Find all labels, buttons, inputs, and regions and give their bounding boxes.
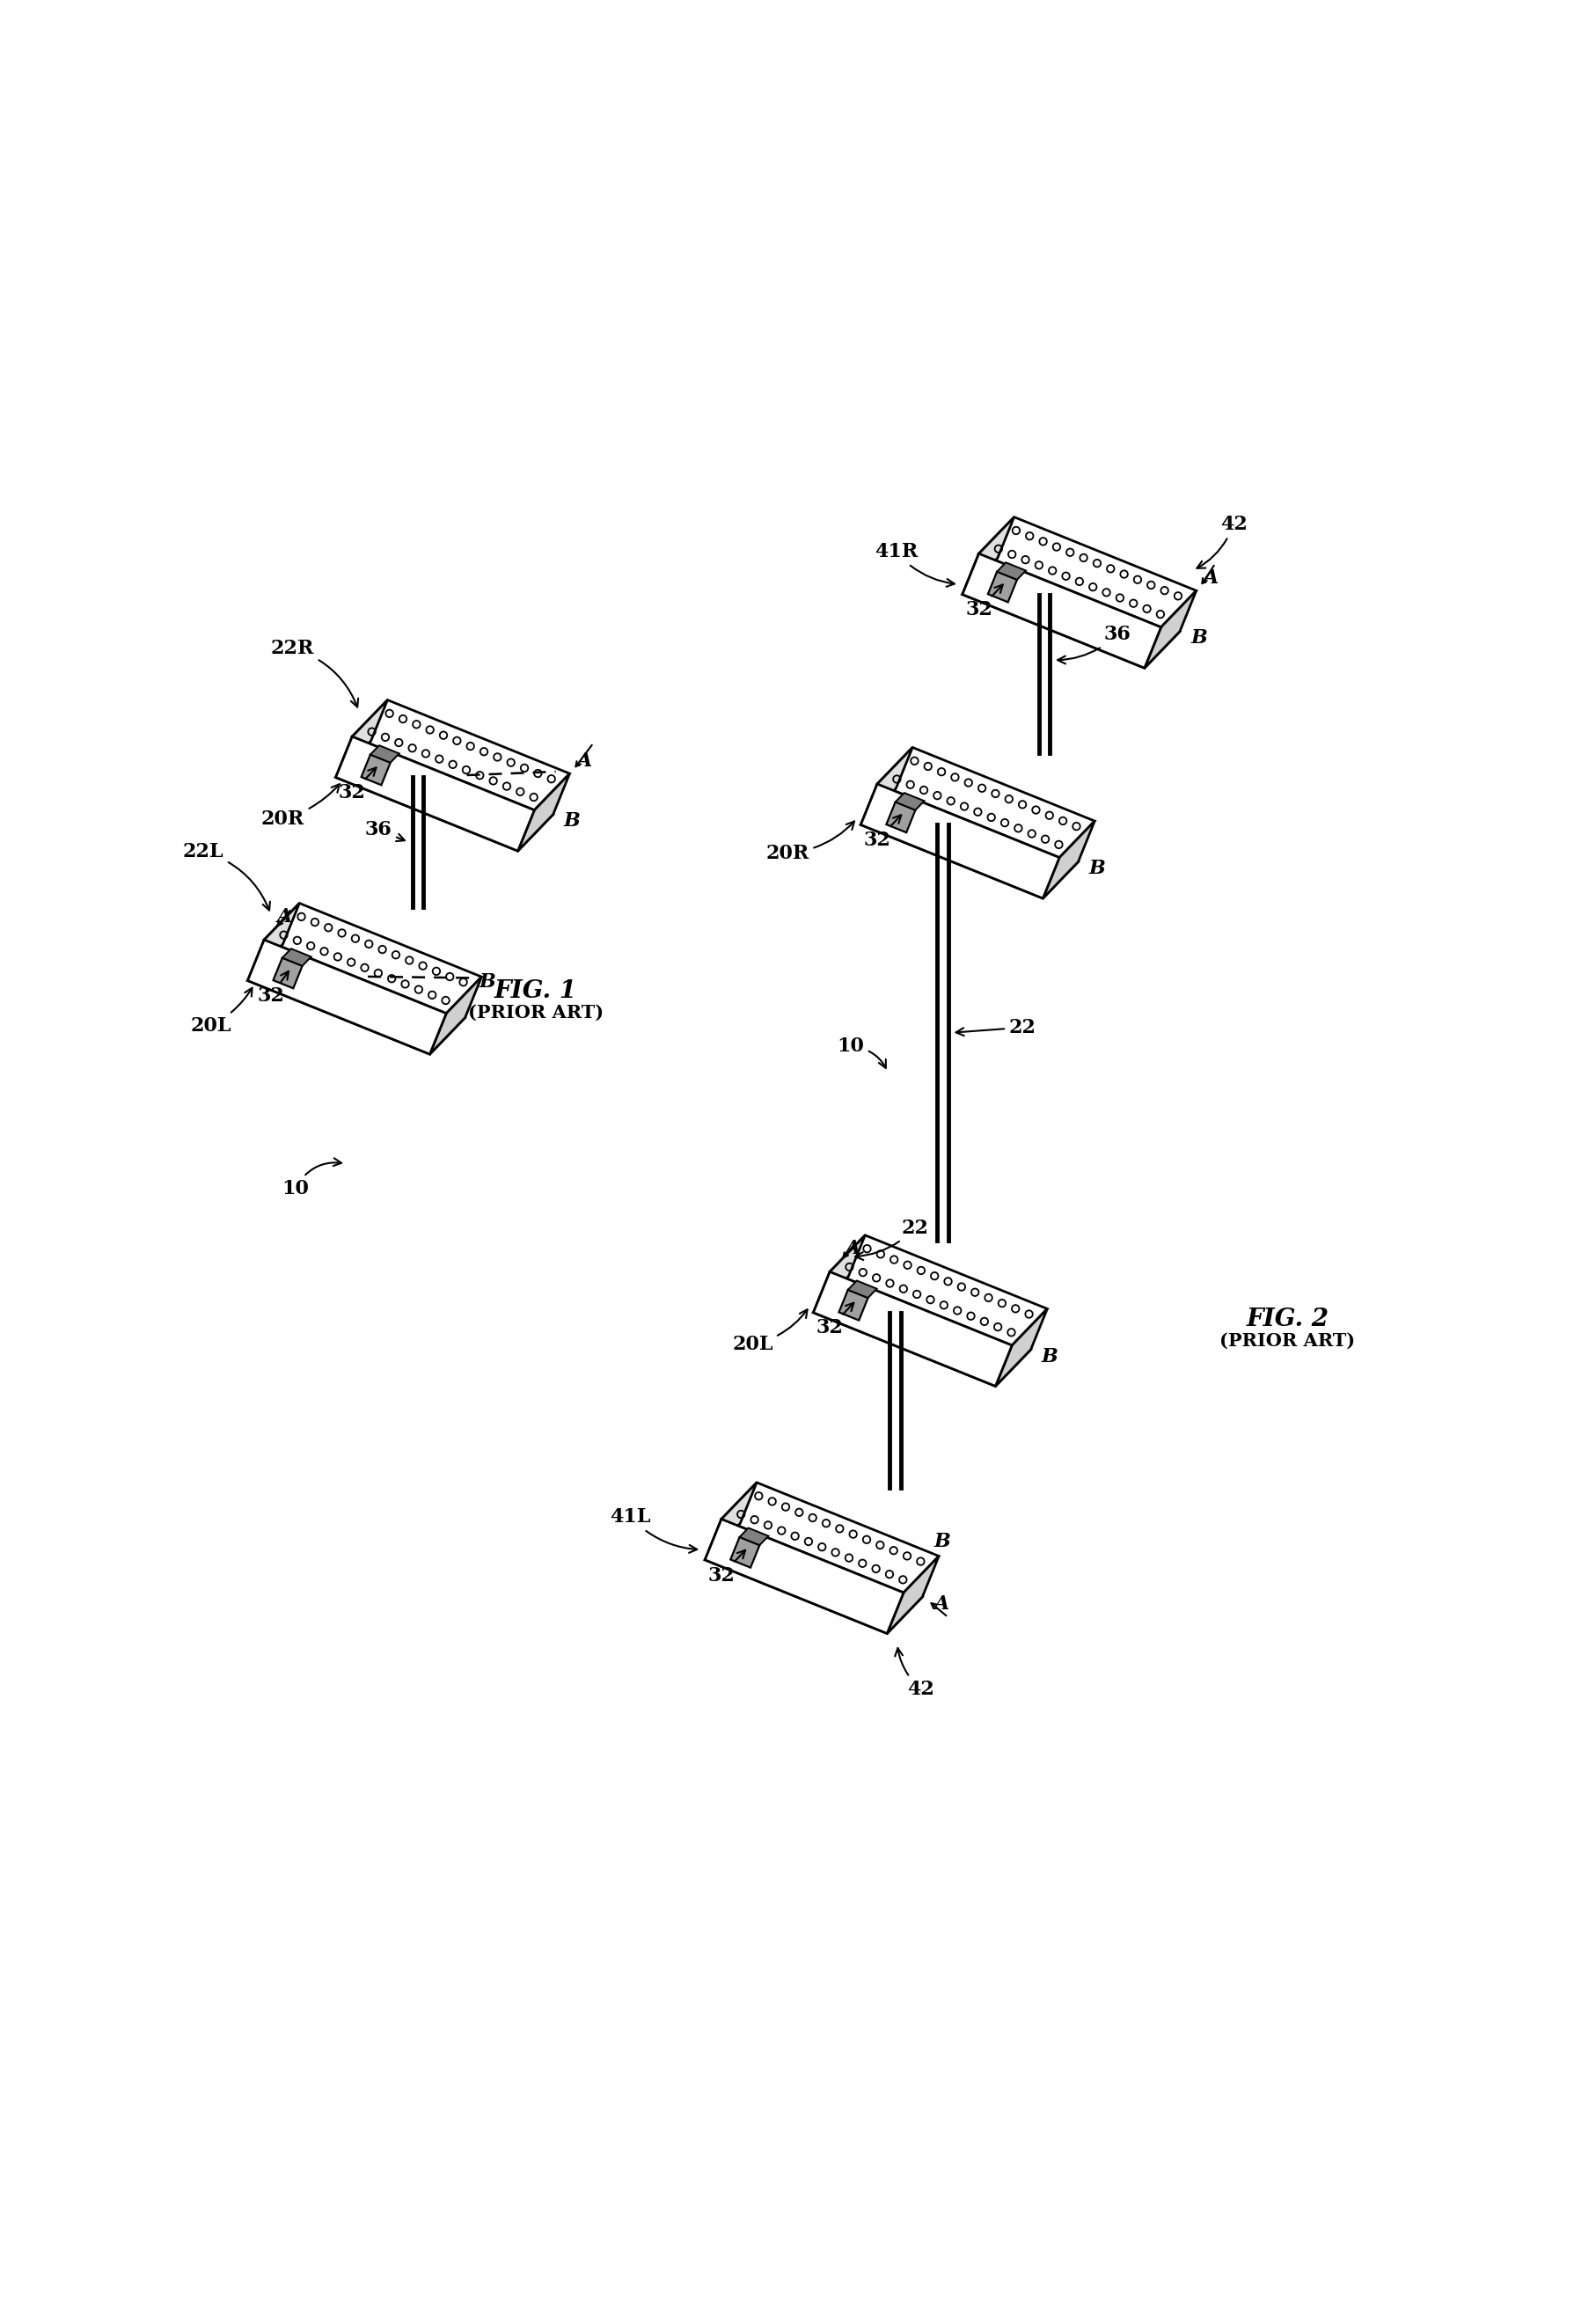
Text: (PRIOR ART): (PRIOR ART) xyxy=(468,1003,603,1021)
Polygon shape xyxy=(812,1235,865,1313)
Text: 32: 32 xyxy=(257,971,289,1005)
Text: A: A xyxy=(576,752,592,770)
Text: 42: 42 xyxy=(1197,515,1246,568)
Polygon shape xyxy=(895,793,924,810)
Polygon shape xyxy=(847,1281,876,1297)
Polygon shape xyxy=(1144,591,1195,667)
Polygon shape xyxy=(517,773,570,851)
Polygon shape xyxy=(247,943,464,1053)
Text: 22R: 22R xyxy=(271,639,358,706)
Polygon shape xyxy=(361,754,389,784)
Polygon shape xyxy=(838,1290,868,1320)
Polygon shape xyxy=(860,748,911,826)
Polygon shape xyxy=(353,699,570,810)
Text: B: B xyxy=(934,1532,950,1550)
Text: (PRIOR ART): (PRIOR ART) xyxy=(1219,1332,1355,1350)
Text: FIG. 2: FIG. 2 xyxy=(1245,1306,1328,1332)
Polygon shape xyxy=(962,559,1179,667)
Polygon shape xyxy=(812,1277,1029,1387)
Polygon shape xyxy=(704,1484,757,1559)
Text: 41R: 41R xyxy=(875,543,954,586)
Polygon shape xyxy=(962,518,1013,593)
Polygon shape xyxy=(704,1518,903,1633)
Polygon shape xyxy=(729,1536,760,1569)
Polygon shape xyxy=(886,803,915,833)
Polygon shape xyxy=(876,748,1095,858)
Text: B: B xyxy=(1041,1348,1058,1366)
Polygon shape xyxy=(247,941,445,1053)
Polygon shape xyxy=(721,1484,938,1592)
Text: 32: 32 xyxy=(338,768,377,803)
Polygon shape xyxy=(335,736,535,851)
Text: B: B xyxy=(1088,858,1104,879)
Text: 36: 36 xyxy=(364,821,404,842)
Polygon shape xyxy=(812,1272,1012,1387)
Text: 22: 22 xyxy=(956,1019,1036,1037)
Text: B: B xyxy=(1191,628,1207,649)
Polygon shape xyxy=(335,741,552,851)
Text: 32: 32 xyxy=(816,1302,854,1339)
Polygon shape xyxy=(887,1557,938,1633)
Text: 10: 10 xyxy=(281,1159,342,1198)
Polygon shape xyxy=(739,1527,768,1546)
Text: B: B xyxy=(479,973,496,991)
Text: 20L: 20L xyxy=(731,1309,808,1355)
Polygon shape xyxy=(273,957,302,989)
Polygon shape xyxy=(830,1235,1047,1345)
Polygon shape xyxy=(978,518,1195,628)
Polygon shape xyxy=(860,784,1058,899)
Polygon shape xyxy=(335,699,388,777)
Polygon shape xyxy=(247,904,300,980)
Text: 32: 32 xyxy=(964,584,1002,619)
Polygon shape xyxy=(996,563,1025,580)
Text: B: B xyxy=(563,812,579,830)
Polygon shape xyxy=(704,1523,922,1633)
Text: 32: 32 xyxy=(707,1550,745,1585)
Text: 22: 22 xyxy=(855,1219,929,1260)
Text: 20R: 20R xyxy=(766,821,854,862)
Text: 20R: 20R xyxy=(262,784,340,830)
Polygon shape xyxy=(370,745,399,764)
Text: 22L: 22L xyxy=(182,842,270,911)
Polygon shape xyxy=(429,978,482,1053)
Polygon shape xyxy=(988,573,1017,603)
Polygon shape xyxy=(962,554,1160,667)
Polygon shape xyxy=(994,1309,1047,1387)
Text: A: A xyxy=(278,906,292,927)
Text: 10: 10 xyxy=(836,1037,886,1067)
Text: A: A xyxy=(844,1240,860,1258)
Text: A: A xyxy=(1203,568,1218,589)
Text: 41L: 41L xyxy=(610,1509,697,1552)
Polygon shape xyxy=(282,948,311,966)
Text: FIG. 1: FIG. 1 xyxy=(493,980,576,1003)
Polygon shape xyxy=(263,904,482,1014)
Text: 20L: 20L xyxy=(190,989,252,1035)
Text: 32: 32 xyxy=(863,814,900,851)
Text: 36: 36 xyxy=(1057,626,1130,665)
Text: A: A xyxy=(934,1594,948,1612)
Polygon shape xyxy=(1042,821,1095,899)
Text: 42: 42 xyxy=(894,1649,934,1700)
Polygon shape xyxy=(860,789,1077,899)
